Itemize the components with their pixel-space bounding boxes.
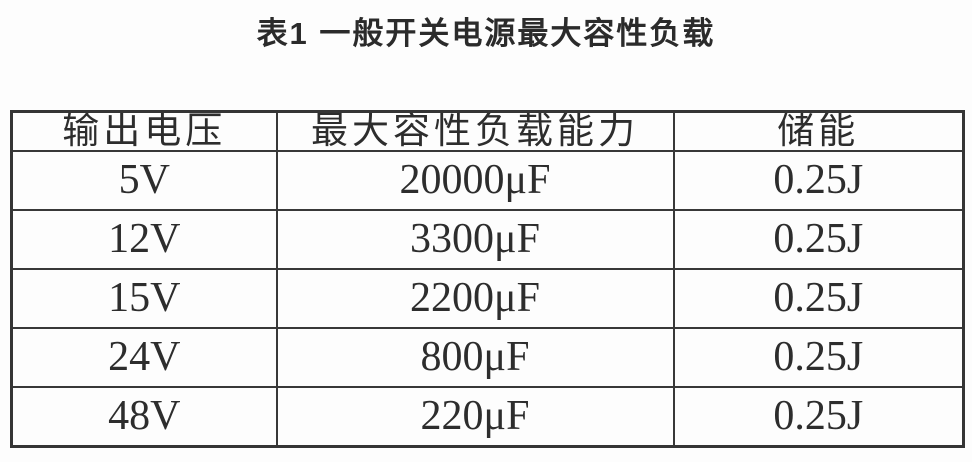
capacitive-load-table: 输出电压 最大容性负载能力 储能 5V 20000μF 0.25J 12V 33… — [10, 110, 965, 448]
cell-energy-storage: 0.25J — [672, 267, 965, 329]
column-header-energy-storage: 储能 — [672, 110, 965, 152]
cell-max-capacitive-load: 800μF — [275, 326, 675, 388]
column-header-output-voltage: 输出电压 — [10, 110, 278, 152]
cell-output-voltage: 5V — [10, 150, 278, 211]
cell-output-voltage: 12V — [10, 208, 278, 270]
table-row: 15V 2200μF 0.25J — [10, 267, 965, 329]
page-title: 表1 一般开关电源最大容性负载 — [256, 16, 716, 51]
cell-max-capacitive-load: 3300μF — [275, 208, 675, 270]
cell-energy-storage: 0.25J — [672, 326, 965, 388]
cell-energy-storage: 0.25J — [672, 150, 965, 211]
table-row: 48V 220μF 0.25J — [10, 385, 965, 448]
table-row: 12V 3300μF 0.25J — [10, 208, 965, 270]
table-header-row: 输出电压 最大容性负载能力 储能 — [10, 110, 965, 152]
table-row: 5V 20000μF 0.25J — [10, 150, 965, 211]
cell-energy-storage: 0.25J — [672, 208, 965, 270]
cell-max-capacitive-load: 2200μF — [275, 267, 675, 329]
cell-max-capacitive-load: 220μF — [275, 385, 675, 448]
cell-max-capacitive-load: 20000μF — [275, 150, 675, 211]
cell-energy-storage: 0.25J — [672, 385, 965, 448]
cell-output-voltage: 48V — [10, 385, 278, 448]
table-row: 24V 800μF 0.25J — [10, 326, 965, 388]
cell-output-voltage: 15V — [10, 267, 278, 329]
cell-output-voltage: 24V — [10, 326, 278, 388]
column-header-max-capacitive-load: 最大容性负载能力 — [275, 110, 675, 152]
